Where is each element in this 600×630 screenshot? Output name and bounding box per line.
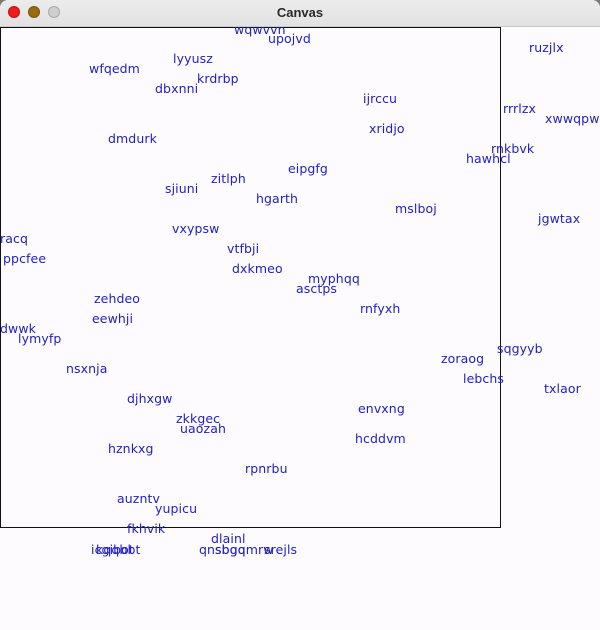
canvas-label: xwwqpw <box>545 111 600 126</box>
canvas-label: racq <box>0 231 29 246</box>
canvas-label: rnfyxh <box>360 301 401 316</box>
canvas-label: lebchs <box>463 371 505 386</box>
close-button[interactable] <box>8 6 20 18</box>
canvas-label: auzntv <box>117 491 160 506</box>
canvas-label: ijrccu <box>363 91 398 106</box>
canvas-label: dlainl <box>211 531 246 546</box>
canvas-label: hawhcl <box>466 151 511 166</box>
canvas-label: qnsbgq <box>199 542 246 557</box>
canvas-label: eewhji <box>92 311 134 326</box>
canvas-label: yupicu <box>155 501 198 516</box>
canvas-label: sjiuni <box>165 181 199 196</box>
canvas-label: mslboj <box>395 201 437 216</box>
canvas-label: rnkbvk <box>491 141 535 156</box>
title-bar[interactable]: Canvas <box>0 0 600 27</box>
canvas-label: krdrbp <box>197 71 239 86</box>
canvas-label: asctps <box>296 281 337 296</box>
canvas-area[interactable] <box>0 27 600 630</box>
canvas-label: envxng <box>358 401 405 416</box>
canvas-label: icgibot <box>91 542 134 557</box>
canvas-label: dxkmeo <box>232 261 283 276</box>
canvas-label: eipgfg <box>288 161 328 176</box>
canvas-label: wqwvvn <box>234 22 286 37</box>
canvas-label: ruzjlx <box>529 40 564 55</box>
window-title: Canvas <box>276 5 324 20</box>
canvas-label: lymyfp <box>18 331 62 346</box>
canvas-label: rpnrbu <box>245 461 288 476</box>
canvas-label: myphqq <box>308 271 360 286</box>
canvas-label: upojvd <box>268 31 311 46</box>
canvas-label: lyyusz <box>173 51 213 66</box>
canvas-label: fkhvik <box>127 521 166 536</box>
canvas-label: dwwk <box>0 321 37 336</box>
canvas-label: srejls <box>264 542 298 557</box>
canvas-label: txlaor <box>544 381 581 396</box>
canvas-label: ppcfee <box>3 251 47 266</box>
canvas-label: uaozah <box>180 421 226 436</box>
canvas-label: zehdeo <box>94 291 141 306</box>
canvas-label: wfqedm <box>89 61 140 76</box>
minimize-button[interactable] <box>28 6 40 18</box>
canvas-label: djhxgw <box>127 391 173 406</box>
canvas-label: zitlph <box>211 171 246 186</box>
canvas-label: dbxnni <box>155 81 199 96</box>
canvas-label: hgarth <box>256 191 299 206</box>
canvas-label: vtfbji <box>227 241 260 256</box>
canvas-label: vxypsw <box>172 221 220 236</box>
canvas-label: jgwtax <box>538 211 581 226</box>
canvas-label: rrrlzx <box>503 101 537 116</box>
canvas-label: kqqbbt <box>96 542 141 557</box>
canvas-label: sbgqmrw <box>215 542 274 557</box>
canvas-label: hznkxg <box>108 441 154 456</box>
canvas-label: nsxnja <box>66 361 108 376</box>
canvas-label: hcddvm <box>355 431 406 446</box>
canvas-label: sqgyyb <box>497 341 543 356</box>
zoom-button[interactable] <box>48 6 60 18</box>
canvas-label: xridjo <box>369 121 405 136</box>
canvas-label: zkkgec <box>176 411 221 426</box>
canvas-label: dmdurk <box>108 131 157 146</box>
canvas-label: zoraog <box>441 351 485 366</box>
